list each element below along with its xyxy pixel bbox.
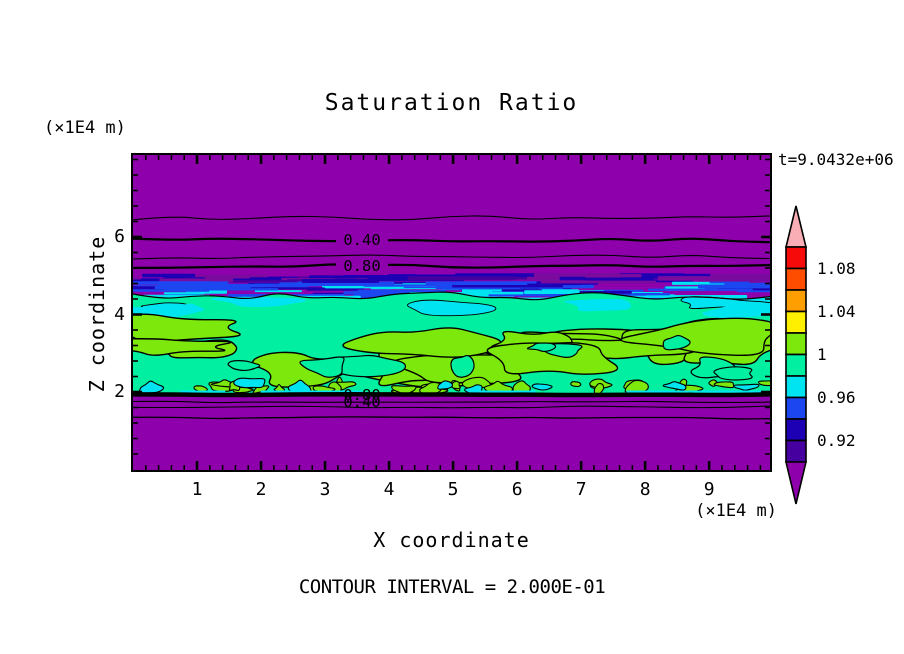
colorbar-segment	[785, 418, 807, 442]
contour-label: 0.80	[343, 386, 380, 404]
contour-label: 0.40	[343, 393, 380, 411]
x-tick-label: 2	[255, 479, 267, 500]
x-tick-label: 9	[703, 479, 715, 500]
plot-area: 0.40 0.80 0.80 0.40	[131, 153, 772, 472]
colorbar-segment	[785, 396, 807, 420]
colorbar-over-arrow	[784, 205, 808, 248]
contour-line	[133, 237, 770, 244]
contour-line	[133, 254, 770, 260]
x-tick-label: 8	[639, 479, 651, 500]
y-tick-label: 4	[114, 303, 125, 325]
contour-line	[133, 416, 770, 420]
x-tick-label: 3	[319, 479, 331, 500]
y-axis-unit-label: (×1E4 m)	[44, 118, 126, 138]
colorbar-label: 0.96	[817, 387, 856, 407]
colorbar-label: 1	[817, 344, 827, 364]
x-tick-label: 4	[383, 479, 395, 500]
time-label: t=9.0432e+06	[778, 150, 894, 169]
contour-line	[133, 405, 770, 409]
contour-label: 0.40	[343, 231, 380, 249]
y-tick-label: 2	[114, 381, 125, 402]
colorbar	[784, 205, 808, 505]
colorbar-segment	[785, 439, 807, 463]
colorbar-label: 1.08	[817, 258, 856, 278]
colorbar-label: 0.92	[817, 430, 856, 450]
contour-line	[133, 400, 770, 404]
contour-line	[133, 215, 770, 221]
x-tick-label: 5	[447, 479, 459, 500]
contour-label: 0.80	[343, 257, 380, 275]
y-tick-label: 6	[114, 226, 125, 247]
x-axis-title: X coordinate	[373, 528, 530, 552]
x-tick-label: 1	[191, 479, 203, 500]
colorbar-svg	[784, 205, 808, 505]
colorbar-segment	[785, 375, 807, 399]
axis-ticks	[133, 155, 770, 470]
contour-line	[133, 263, 770, 269]
contour-field-svg: 0.400.800.800.40	[133, 155, 770, 470]
x-tick-label: 6	[511, 479, 523, 500]
plot-title: Saturation Ratio	[324, 90, 579, 116]
colorbar-segment	[785, 353, 807, 377]
colorbar-under-arrow	[784, 461, 808, 505]
contour-interval-note: CONTOUR INTERVAL = 2.000E-01	[298, 576, 606, 598]
contour-line	[133, 392, 770, 398]
colorbar-label: 1.04	[817, 301, 856, 321]
x-tick-label: 7	[575, 479, 587, 500]
colorbar-segment	[785, 289, 807, 313]
colorbar-segment	[785, 310, 807, 334]
colorbar-segment	[785, 246, 807, 270]
colorbar-segment	[785, 267, 807, 291]
x-axis-unit-label: (×1E4 m)	[695, 501, 777, 521]
colorbar-segment	[785, 332, 807, 356]
